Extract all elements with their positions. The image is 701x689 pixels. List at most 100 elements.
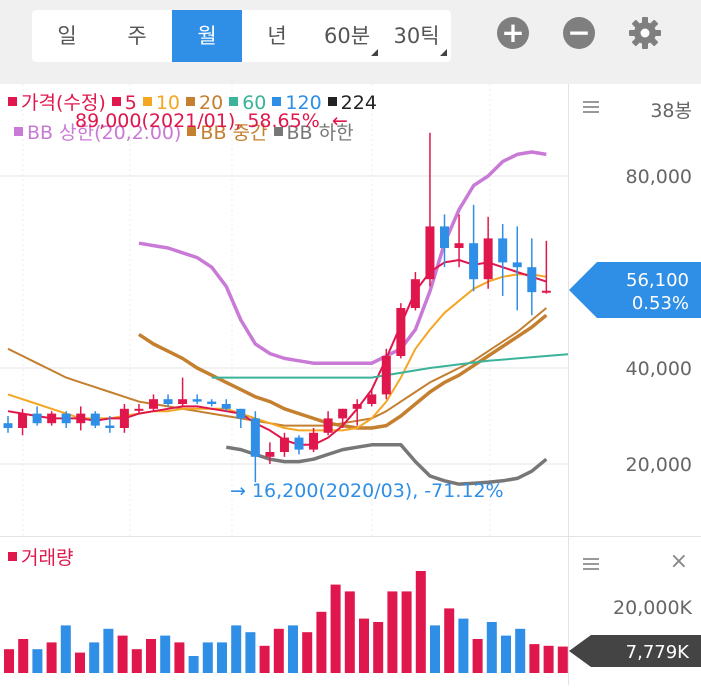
menu-icon[interactable] <box>583 98 599 116</box>
volume-bar <box>75 652 85 673</box>
legend-label: BB 상한(20,2.00) <box>27 122 182 144</box>
volume-bar <box>430 625 440 673</box>
candle-body <box>338 408 348 419</box>
period-tab-label: 월 <box>197 24 217 48</box>
candle-body <box>527 267 537 293</box>
candle-body <box>498 238 508 263</box>
volume-tick-20000k: 20,000K <box>613 597 692 619</box>
volume-bar <box>288 625 298 673</box>
period-tab-label: 30틱 <box>393 24 440 48</box>
volume-bar <box>515 628 526 673</box>
candle-body <box>32 413 42 424</box>
volume-bar <box>131 649 142 673</box>
price-chart-pane[interactable]: 가격(수정) 5 10 20 60 120 224 BB 상한(20,2.00) BB 중간 B… <box>0 84 576 536</box>
volume-bar <box>543 645 554 673</box>
volume-bar <box>444 608 455 673</box>
candle-body <box>76 413 86 424</box>
gear-icon[interactable] <box>628 16 662 50</box>
volume-bar <box>415 571 426 673</box>
period-selector: 일 주 월 년 60분 30틱 <box>32 10 451 62</box>
volume-bar <box>174 642 185 673</box>
candle-body <box>149 399 158 409</box>
period-tab-2[interactable]: 월 <box>172 10 242 62</box>
volume-bar <box>501 635 511 673</box>
volume-chart-pane[interactable]: 거래량 <box>0 536 568 685</box>
volume-bar <box>231 625 242 673</box>
dropdown-corner-icon <box>440 49 447 56</box>
legend-swatch <box>111 97 121 106</box>
volume-bar <box>401 591 412 673</box>
legend-swatch <box>327 97 337 106</box>
legend-item: BB 상한(20,2.00) <box>14 122 181 144</box>
legend-item: 224 <box>327 92 377 114</box>
volume-bar <box>117 635 128 673</box>
candle-body <box>134 408 144 411</box>
legend-item: 60 <box>229 92 266 114</box>
candle-body <box>425 226 435 280</box>
legend-swatch <box>142 97 152 106</box>
period-tab-0[interactable]: 일 <box>32 10 102 62</box>
period-tab-3[interactable]: 년 <box>242 10 312 62</box>
legend-label: 10 <box>155 92 181 114</box>
legend-label: 60 <box>242 92 267 114</box>
volume-legend: 거래량 <box>8 543 73 570</box>
volume-axis[interactable]: × 20,000K 7,779K <box>568 536 701 685</box>
period-tab-label: 년 <box>267 24 287 48</box>
legend-label: BB 하한 <box>286 122 354 144</box>
period-tab-1[interactable]: 주 <box>102 10 172 62</box>
legend-label: 224 <box>340 92 377 114</box>
volume-bar <box>217 642 227 673</box>
candle-body <box>352 404 362 409</box>
plus-circle-icon[interactable]: + <box>497 17 529 49</box>
legend-swatch <box>8 97 17 106</box>
volume-bar <box>259 645 270 673</box>
legend-label: 120 <box>285 92 322 114</box>
volume-title: 거래량 <box>21 547 74 569</box>
volume-bar <box>373 622 384 673</box>
volume-bar <box>245 632 256 673</box>
volume-bar <box>60 625 71 673</box>
menu-icon[interactable] <box>583 555 599 573</box>
legend-item: 120 <box>272 92 322 114</box>
period-tab-5[interactable]: 30틱 <box>382 10 451 62</box>
legend-item: BB 중간 <box>187 122 268 144</box>
volume-bar <box>32 649 43 673</box>
high-annotation: 89,000(2021/01), 58.65% ← <box>75 110 348 132</box>
volume-bar <box>344 591 355 673</box>
current-price-change: 0.53% <box>632 293 689 314</box>
legend-label: BB 중간 <box>200 122 268 144</box>
close-icon[interactable]: × <box>669 549 688 574</box>
bb-lower-line <box>225 443 548 486</box>
volume-bar <box>89 642 100 673</box>
candle-body <box>163 399 173 404</box>
candle-body <box>367 394 377 404</box>
ma20-line <box>7 307 547 427</box>
minus-circle-icon[interactable]: − <box>563 17 595 49</box>
legend-swatch <box>186 97 196 106</box>
candle-body <box>18 413 28 428</box>
legend-item: 5 <box>111 92 137 114</box>
left-arrow-icon: ← <box>331 110 348 132</box>
candle-body <box>483 238 493 280</box>
ma60-line <box>211 352 576 379</box>
candle-body <box>541 290 551 293</box>
candle-body <box>512 262 522 268</box>
price-axis[interactable]: 38봉 80,000 40,000 20,000 56,100 0.53% <box>568 84 701 536</box>
volume-bar <box>330 584 341 673</box>
legend-item: 20 <box>186 92 223 114</box>
volume-bar <box>486 622 497 673</box>
period-tab-4[interactable]: 60분 <box>312 10 382 62</box>
volume-bar <box>529 644 540 673</box>
price-chart[interactable] <box>0 84 576 536</box>
bollinger-legend: BB 상한(20,2.00) BB 중간 BB 하한 <box>14 118 360 145</box>
low-annotation: → 16,200(2020/03), -71.12% <box>230 480 504 502</box>
volume-chart[interactable] <box>0 537 568 685</box>
price-tick-80000: 80,000 <box>625 166 692 188</box>
volume-bar <box>202 642 213 673</box>
candle-body <box>279 437 289 452</box>
legend-label: 20 <box>199 92 224 114</box>
volume-bar <box>188 656 199 673</box>
candle-body <box>119 408 129 428</box>
candle-body <box>294 437 304 450</box>
candle-body <box>265 452 275 457</box>
